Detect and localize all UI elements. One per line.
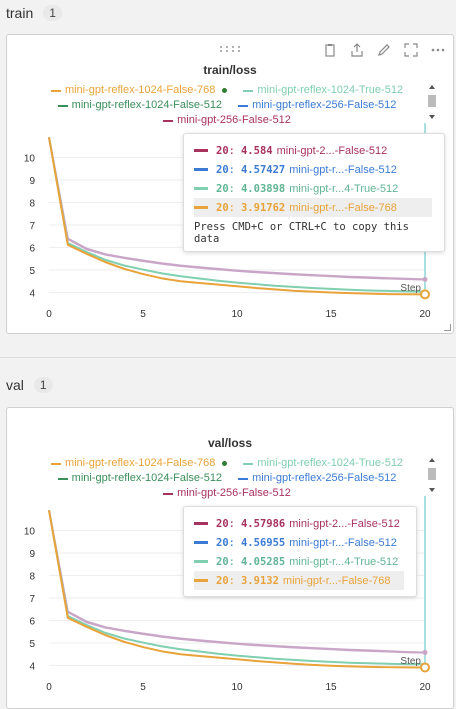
legend-label: mini-gpt-reflex-256-False-512 bbox=[252, 99, 397, 111]
y-tick-label: 8 bbox=[29, 572, 35, 583]
legend-label: mini-gpt-256-False-512 bbox=[177, 487, 291, 499]
chart-legend: mini-gpt-reflex-1024-False-768 mini-gpt-… bbox=[37, 83, 417, 128]
count-badge: 1 bbox=[33, 377, 53, 393]
y-tick-label: 4 bbox=[29, 662, 35, 673]
y-tick-label: 8 bbox=[29, 199, 35, 210]
section-divider bbox=[0, 357, 456, 358]
tooltip-row: 20:4.05285 mini-gpt-r...4-True-512 bbox=[184, 552, 404, 571]
x-tick-label: 0 bbox=[46, 682, 52, 693]
legend-item[interactable]: mini-gpt-reflex-1024-False-512 bbox=[57, 98, 223, 113]
chart-title: train/loss bbox=[203, 63, 257, 77]
chart-legend: mini-gpt-reflex-1024-False-768 mini-gpt-… bbox=[37, 456, 417, 501]
section-header-train[interactable]: train 1 bbox=[0, 0, 456, 26]
legend-item[interactable]: mini-gpt-reflex-1024-False-768 bbox=[50, 456, 228, 471]
chart-panel-train-loss: train/loss mini-gpt-reflex-1024-False-76… bbox=[6, 34, 454, 334]
legend-item[interactable]: mini-gpt-reflex-1024-True-512 bbox=[243, 456, 403, 471]
y-tick-label: 6 bbox=[29, 617, 35, 628]
hover-point bbox=[420, 662, 430, 673]
chart-title: val/loss bbox=[207, 436, 253, 450]
scroll-up-icon bbox=[429, 85, 435, 89]
legend-item[interactable]: mini-gpt-reflex-1024-False-512 bbox=[57, 471, 223, 486]
section-title: val bbox=[6, 377, 24, 393]
panel-toolbar bbox=[323, 43, 445, 57]
tooltip: 20:4.57986 mini-gpt-2...-False-512 20:4.5… bbox=[183, 506, 417, 597]
legend-scrollbar[interactable] bbox=[427, 83, 437, 123]
legend-label: mini-gpt-reflex-1024-True-512 bbox=[257, 84, 404, 96]
legend-item[interactable]: mini-gpt-256-False-512 bbox=[163, 113, 291, 128]
hover-point bbox=[420, 289, 430, 300]
y-tick-label: 4 bbox=[29, 289, 35, 300]
y-tick-label: 7 bbox=[29, 221, 35, 232]
drag-handle-icon[interactable] bbox=[219, 45, 243, 53]
y-tick-label: 7 bbox=[29, 594, 35, 605]
x-tick-label: 15 bbox=[325, 682, 337, 693]
legend-item[interactable]: mini-gpt-reflex-1024-True-512 bbox=[243, 83, 403, 98]
y-tick-label: 5 bbox=[29, 639, 35, 650]
legend-label: mini-gpt-reflex-1024-True-512 bbox=[257, 457, 404, 469]
x-tick-label: 10 bbox=[231, 682, 243, 693]
y-tick-label: 10 bbox=[24, 527, 36, 538]
legend-label: mini-gpt-reflex-1024-False-768 bbox=[64, 84, 216, 96]
section-title: train bbox=[6, 5, 34, 21]
legend-item[interactable]: mini-gpt-256-False-512 bbox=[163, 486, 291, 501]
copy-hint: Press CMD+C or CTRL+C to copy this data bbox=[194, 221, 409, 245]
legend-label: mini-gpt-reflex-256-False-512 bbox=[252, 472, 397, 484]
chart-panel-val-loss: val/loss mini-gpt-reflex-1024-False-768 … bbox=[6, 407, 454, 709]
legend-label: mini-gpt-reflex-1024-False-768 bbox=[64, 457, 216, 469]
y-tick-label: 5 bbox=[29, 266, 35, 277]
series-line bbox=[48, 137, 426, 296]
x-tick-label: 10 bbox=[231, 309, 243, 320]
x-axis-label: Step bbox=[400, 656, 421, 667]
x-tick-label: 20 bbox=[419, 682, 431, 693]
active-dot-icon bbox=[222, 461, 228, 466]
legend-label: mini-gpt-reflex-1024-False-512 bbox=[71, 472, 223, 484]
x-tick-label: 0 bbox=[46, 309, 52, 320]
tooltip-row: 20:4.03898 mini-gpt-r...4-True-512 bbox=[184, 179, 432, 198]
legend-item[interactable]: mini-gpt-reflex-256-False-512 bbox=[238, 98, 396, 113]
count-badge: 1 bbox=[43, 5, 62, 21]
legend-label: mini-gpt-reflex-1024-False-512 bbox=[71, 99, 223, 111]
resize-handle-icon[interactable] bbox=[444, 324, 451, 331]
x-axis-label: Step bbox=[400, 283, 421, 294]
series-line bbox=[48, 137, 426, 293]
active-dot-icon bbox=[222, 88, 228, 93]
hover-point bbox=[422, 276, 428, 282]
series-line bbox=[48, 510, 426, 669]
edit-icon[interactable] bbox=[377, 43, 391, 57]
y-tick-label: 6 bbox=[29, 244, 35, 255]
section-header-val[interactable]: val 1 bbox=[0, 372, 456, 398]
tooltip-row: 20:4.584 mini-gpt-2...-False-512 bbox=[184, 141, 432, 160]
legend-scrollbar[interactable] bbox=[427, 456, 437, 496]
share-icon[interactable] bbox=[350, 43, 364, 57]
legend-item[interactable]: mini-gpt-reflex-1024-False-768 bbox=[50, 83, 228, 98]
tooltip-row-highlighted: 20:3.91762 mini-gpt-r...-False-768 bbox=[194, 198, 432, 217]
legend-label: mini-gpt-256-False-512 bbox=[177, 114, 291, 126]
tooltip: 20:4.584 mini-gpt-2...-False-512 20:4.574… bbox=[183, 133, 445, 252]
series-line bbox=[48, 510, 426, 654]
tooltip-row: 20:4.57986 mini-gpt-2...-False-512 bbox=[184, 514, 404, 533]
scroll-down-icon bbox=[429, 115, 435, 119]
legend-item[interactable]: mini-gpt-reflex-256-False-512 bbox=[238, 471, 396, 486]
clipboard-icon[interactable] bbox=[323, 43, 337, 57]
y-tick-label: 9 bbox=[29, 176, 35, 187]
tooltip-row: 20:4.57427 mini-gpt-r...-False-512 bbox=[184, 160, 432, 179]
series-line bbox=[48, 510, 426, 666]
series-line bbox=[48, 137, 426, 281]
fullscreen-icon[interactable] bbox=[404, 43, 418, 57]
tooltip-row: 20:4.56955 mini-gpt-r...-False-512 bbox=[184, 533, 404, 552]
scroll-down-icon bbox=[429, 488, 435, 492]
y-tick-label: 9 bbox=[29, 549, 35, 560]
tooltip-row-highlighted: 20:3.9132 mini-gpt-r...-False-768 bbox=[194, 571, 404, 590]
scroll-up-icon bbox=[429, 458, 435, 462]
hover-point bbox=[422, 649, 428, 655]
x-tick-label: 5 bbox=[140, 309, 146, 320]
more-options-icon[interactable] bbox=[431, 43, 445, 57]
x-tick-label: 15 bbox=[325, 309, 337, 320]
x-tick-label: 20 bbox=[419, 309, 431, 320]
y-tick-label: 10 bbox=[24, 154, 36, 165]
x-tick-label: 5 bbox=[140, 682, 146, 693]
